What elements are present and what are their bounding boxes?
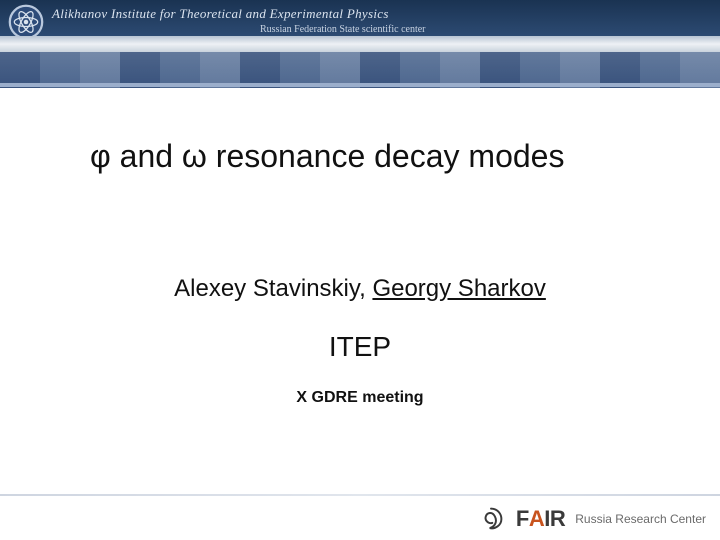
fair-letters-ir: IR bbox=[544, 506, 565, 532]
author-plain: Alexey Stavinskiy, bbox=[174, 275, 372, 302]
rrc-label: Russia Research Center bbox=[575, 512, 706, 526]
slide-meeting: X GDRE meeting bbox=[0, 389, 720, 407]
header-bottom-edge bbox=[0, 83, 720, 87]
header-banner: Alikhanov Institute for Theoretical and … bbox=[0, 0, 720, 88]
fair-swirl-icon bbox=[478, 506, 504, 532]
institute-name: Alikhanov Institute for Theoretical and … bbox=[52, 6, 389, 22]
fair-logo: FAIR bbox=[516, 506, 565, 532]
fair-letter-a: A bbox=[529, 506, 544, 532]
footer: FAIR Russia Research Center bbox=[478, 506, 706, 532]
slide-authors: Alexey Stavinskiy, Georgy Sharkov bbox=[0, 275, 720, 303]
institute-logo bbox=[8, 4, 44, 40]
author-presenter: Georgy Sharkov bbox=[372, 275, 545, 302]
fair-letter-f: F bbox=[516, 506, 529, 532]
institute-subtitle: Russian Federation State scientific cent… bbox=[260, 24, 426, 35]
header-mid-strip bbox=[0, 36, 720, 52]
footer-rule bbox=[0, 494, 720, 496]
slide-affiliation: ITEP bbox=[0, 331, 720, 363]
slide-title: φ and ω resonance decay modes bbox=[90, 138, 680, 175]
slide-content: φ and ω resonance decay modes Alexey Sta… bbox=[0, 120, 720, 407]
